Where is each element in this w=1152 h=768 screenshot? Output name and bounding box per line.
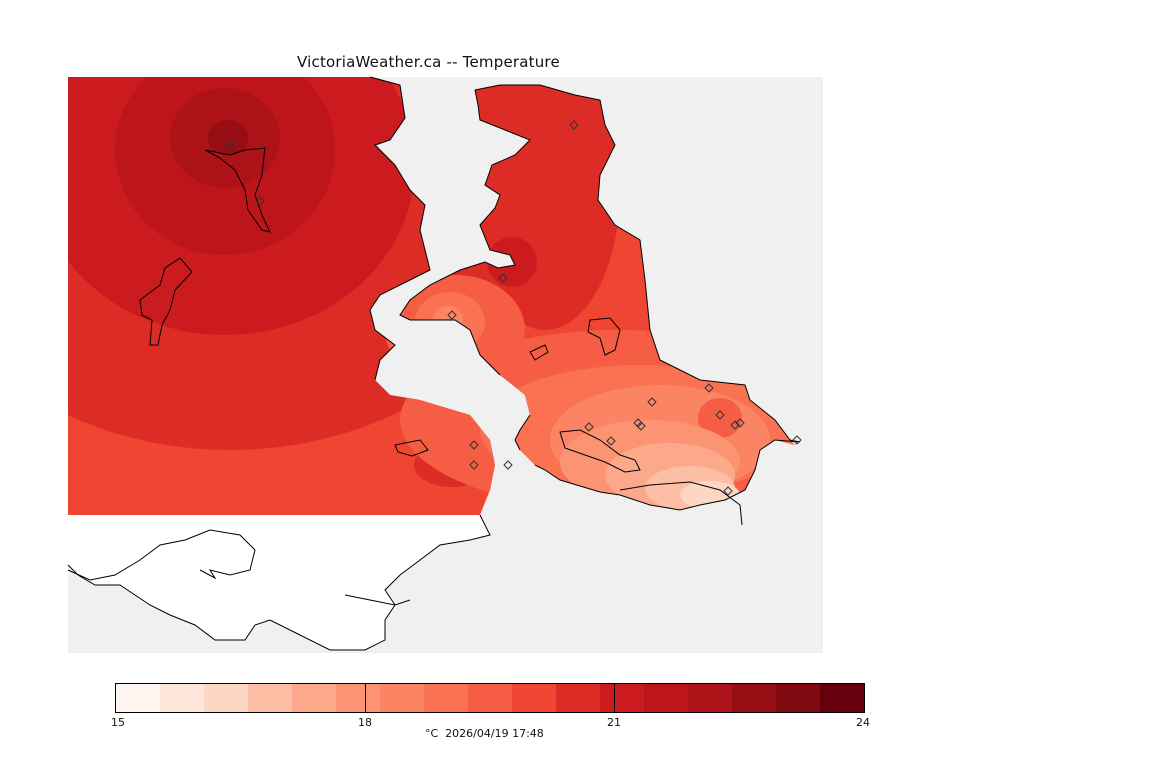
station-marker — [469, 440, 479, 450]
colorbar-tick — [365, 683, 366, 713]
colorbar-swatch — [292, 684, 336, 712]
colorbar-swatch — [468, 684, 512, 712]
chart-title: VictoriaWeather.ca -- Temperature — [297, 53, 560, 71]
station-marker — [584, 422, 594, 432]
colorbar-swatch — [820, 684, 864, 712]
station-marker — [503, 460, 513, 470]
station-marker — [735, 418, 745, 428]
station-marker — [469, 460, 479, 470]
colorbar-swatch — [776, 684, 820, 712]
colorbar-swatch — [116, 684, 160, 712]
station-marker — [255, 196, 265, 206]
colorbar-label-24: 24 — [856, 716, 870, 729]
colorbar-tick — [614, 683, 615, 713]
colorbar-swatch — [512, 684, 556, 712]
colorbar-swatch — [644, 684, 688, 712]
colorbar-swatch — [380, 684, 424, 712]
colorbar-swatch — [424, 684, 468, 712]
station-marker — [636, 421, 646, 431]
colorbar-swatch — [336, 684, 380, 712]
colorbar — [115, 683, 865, 713]
station-marker — [792, 435, 802, 445]
colorbar-label-15: 15 — [111, 716, 125, 729]
station-marker — [606, 436, 616, 446]
station-marker — [225, 140, 235, 150]
colorbar-swatch — [732, 684, 776, 712]
colorbar-swatch — [556, 684, 600, 712]
station-marker — [723, 486, 733, 496]
colorbar-swatch — [688, 684, 732, 712]
coastlines — [67, 76, 801, 651]
colorbar-label-18: 18 — [358, 716, 372, 729]
colorbar-label-21: 21 — [607, 716, 621, 729]
station-marker — [704, 383, 714, 393]
units-and-timestamp: °C 2026/04/19 17:48 — [425, 727, 544, 740]
station-marker — [715, 410, 725, 420]
station-marker — [569, 120, 579, 130]
station-markers — [225, 120, 802, 496]
station-marker — [498, 273, 508, 283]
colorbar-swatch — [600, 684, 644, 712]
colorbar-swatch — [204, 684, 248, 712]
colorbar-swatch — [160, 684, 204, 712]
station-marker — [730, 420, 740, 430]
station-marker — [647, 397, 657, 407]
station-marker — [447, 310, 457, 320]
colorbar-swatch — [248, 684, 292, 712]
